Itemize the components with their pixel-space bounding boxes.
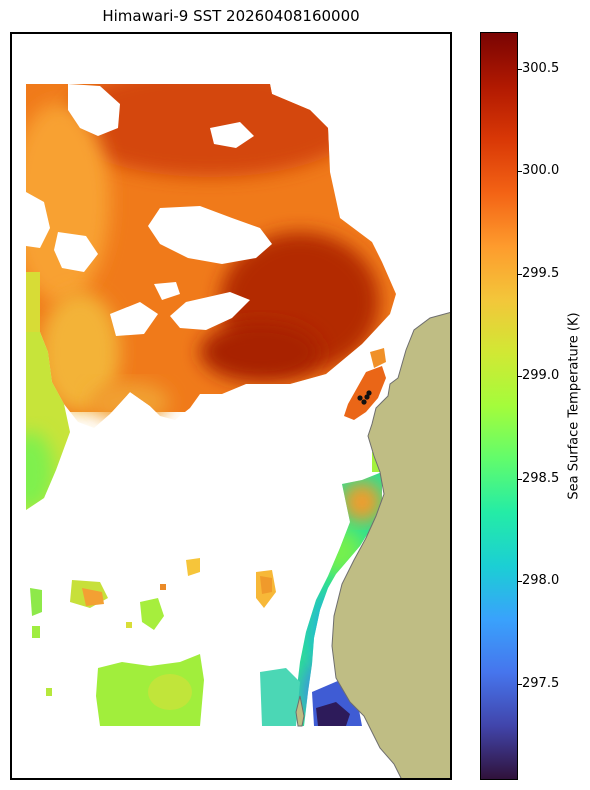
colorbar-tick-mark — [518, 479, 522, 480]
sst-map-panel — [10, 32, 452, 780]
station-marker — [357, 395, 363, 401]
map-frame — [10, 32, 452, 780]
colorbar-tick-label: 299.5 — [522, 266, 560, 281]
land-mass — [331, 311, 452, 780]
sst-coastal-pocket — [344, 366, 386, 420]
missing-data-gaps — [26, 84, 272, 382]
colorbar-tick-label: 299.0 — [522, 368, 560, 383]
colorbar-tick-label: 297.5 — [522, 676, 560, 691]
colorbar-tick-mark — [518, 581, 522, 582]
chart-title: Himawari-9 SST 20260408160000 — [102, 7, 360, 25]
colorbar-tick-mark — [518, 376, 522, 377]
colorbar-label: Sea Surface Temperature (K) — [566, 312, 582, 500]
station-marker — [366, 390, 372, 396]
sst-southern-patches — [30, 558, 276, 726]
colorbar-tick-mark — [518, 274, 522, 275]
colorbar — [480, 32, 518, 780]
small-island — [295, 695, 305, 727]
colorbar-tick-mark — [518, 69, 522, 70]
colorbar-tick-label: 300.5 — [522, 61, 560, 76]
station-marker — [361, 399, 367, 405]
station-marker — [364, 394, 370, 400]
station-markers — [357, 390, 372, 405]
colorbar-tick-label: 298.0 — [522, 573, 560, 588]
colorbar-tick-label: 298.5 — [522, 471, 560, 486]
colorbar-tick-label: 300.0 — [522, 163, 560, 178]
colorbar-tick-mark — [518, 171, 522, 172]
colorbar-tick-mark — [518, 684, 522, 685]
sst-western-strip — [26, 272, 40, 332]
